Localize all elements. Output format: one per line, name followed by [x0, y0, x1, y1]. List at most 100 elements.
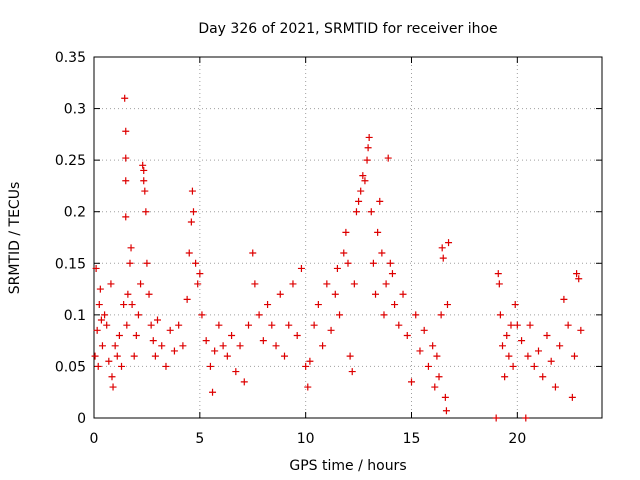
- data-point: [568, 393, 576, 401]
- data-point: [376, 197, 384, 205]
- data-point: [503, 331, 511, 339]
- data-point: [304, 383, 312, 391]
- data-point: [196, 270, 204, 278]
- data-point: [108, 373, 116, 381]
- data-point: [154, 316, 161, 324]
- data-point: [151, 352, 159, 360]
- data-point: [573, 270, 581, 278]
- data-point: [149, 337, 157, 345]
- data-point: [372, 290, 380, 298]
- data-point: [101, 311, 109, 319]
- data-point: [509, 362, 517, 370]
- data-point: [346, 352, 354, 360]
- data-point: [134, 311, 142, 319]
- data-point: [507, 321, 515, 329]
- data-point: [439, 254, 447, 262]
- data-point: [122, 177, 130, 185]
- data-point: [98, 342, 106, 350]
- x-tick-label: 10: [297, 431, 315, 447]
- data-point: [121, 94, 129, 102]
- data-point: [141, 187, 149, 195]
- x-tick-label: 0: [90, 431, 99, 447]
- data-point: [416, 347, 424, 355]
- data-point: [202, 337, 210, 345]
- data-point: [492, 414, 500, 422]
- data-point: [501, 373, 509, 381]
- data-point: [369, 259, 377, 267]
- data-point: [232, 368, 240, 376]
- data-point: [424, 362, 432, 370]
- data-point: [185, 249, 193, 257]
- data-point: [103, 321, 111, 329]
- data-point: [122, 154, 130, 162]
- data-point: [564, 321, 572, 329]
- y-axis-label: SRMTID / TECUs: [7, 182, 23, 295]
- data-point: [357, 187, 365, 195]
- data-point: [333, 264, 341, 272]
- data-point: [118, 362, 126, 370]
- data-point: [162, 362, 170, 370]
- data-point: [276, 290, 284, 298]
- data-point: [95, 301, 103, 309]
- data-point: [97, 316, 105, 324]
- data-points: [91, 94, 585, 422]
- data-point: [293, 331, 301, 339]
- data-point: [399, 290, 407, 298]
- data-point: [183, 295, 191, 303]
- data-point: [551, 383, 559, 391]
- data-point: [429, 342, 437, 350]
- y-tick-label: 0: [77, 411, 86, 427]
- data-point: [350, 280, 358, 288]
- data-point: [140, 177, 148, 185]
- data-point: [438, 244, 446, 252]
- data-point: [120, 301, 128, 309]
- data-point: [124, 290, 132, 298]
- data-point: [435, 373, 443, 381]
- data-point: [259, 337, 267, 345]
- data-point: [245, 321, 253, 329]
- data-point: [111, 342, 119, 350]
- data-point: [556, 342, 564, 350]
- y-tick-label: 0.05: [55, 359, 86, 375]
- data-point: [268, 321, 276, 329]
- data-point: [319, 342, 327, 350]
- data-point: [499, 342, 507, 350]
- x-axis-label: GPS time / hours: [289, 458, 406, 474]
- data-point: [92, 264, 100, 272]
- data-point: [420, 326, 428, 334]
- data-point: [388, 270, 396, 278]
- data-point: [255, 311, 263, 319]
- data-point: [526, 321, 534, 329]
- data-point: [522, 414, 530, 422]
- data-point: [495, 280, 503, 288]
- data-point: [122, 213, 130, 221]
- data-point: [139, 161, 147, 169]
- data-point: [340, 249, 348, 257]
- data-point: [175, 321, 183, 329]
- data-point: [513, 321, 521, 329]
- y-tick-label: 0.2: [64, 205, 86, 221]
- data-point: [445, 239, 453, 247]
- data-point: [365, 133, 373, 141]
- data-point: [331, 290, 339, 298]
- data-point: [535, 347, 542, 355]
- axis-ticks: 0 0.05 0.1 0.15 0.2 0.25 0.3 0.35 0 5 10 15 20: [55, 50, 602, 447]
- data-point: [264, 301, 272, 309]
- data-point: [433, 352, 441, 360]
- data-point: [189, 208, 197, 216]
- data-point: [359, 172, 367, 180]
- data-point: [215, 321, 223, 329]
- data-point: [524, 352, 532, 360]
- y-tick-label: 0.35: [55, 50, 86, 66]
- data-point: [336, 311, 344, 319]
- data-point: [122, 127, 130, 135]
- data-point: [96, 285, 104, 293]
- data-point: [107, 280, 115, 288]
- data-point: [105, 357, 113, 365]
- data-point: [123, 321, 131, 329]
- data-point: [272, 342, 280, 350]
- data-point: [355, 197, 363, 205]
- data-point: [361, 177, 369, 185]
- x-tick-label: 20: [508, 431, 526, 447]
